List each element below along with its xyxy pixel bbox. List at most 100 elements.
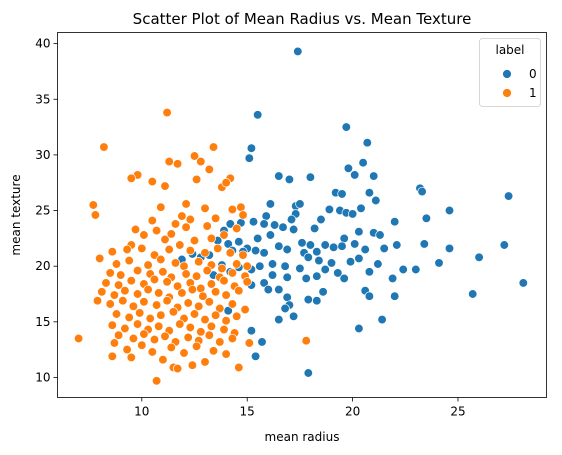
point-label-1-44 bbox=[149, 250, 160, 260]
point-label-0-93 bbox=[267, 259, 278, 269]
point-label-1-43 bbox=[137, 243, 147, 254]
point-label-1-70 bbox=[181, 269, 191, 279]
point-label-0-5 bbox=[244, 153, 254, 163]
point-label-0-56 bbox=[328, 242, 339, 252]
point-label-0-63 bbox=[379, 243, 389, 254]
point-label-0-80 bbox=[326, 258, 337, 268]
point-label-1-82 bbox=[172, 281, 183, 291]
y-tick-label-20: 20 bbox=[35, 259, 50, 273]
point-label-0-27 bbox=[421, 213, 432, 223]
point-label-1-57 bbox=[170, 258, 181, 268]
point-label-1-144 bbox=[160, 331, 170, 341]
point-label-0-8 bbox=[350, 170, 360, 180]
point-label-1-148 bbox=[204, 330, 214, 340]
point-label-1-116 bbox=[111, 309, 122, 319]
point-label-1-130 bbox=[132, 319, 143, 329]
point-label-0-79 bbox=[314, 255, 324, 266]
point-label-1-58 bbox=[179, 261, 189, 271]
point-label-1-138 bbox=[219, 324, 229, 335]
point-label-0-114 bbox=[390, 291, 400, 301]
point-label-0-3 bbox=[362, 138, 372, 148]
point-label-1-161 bbox=[244, 338, 254, 348]
point-label-1-91 bbox=[120, 286, 130, 296]
point-label-0-11 bbox=[284, 174, 295, 185]
point-label-1-77 bbox=[113, 280, 124, 290]
point-label-1-140 bbox=[113, 330, 124, 340]
point-label-1-90 bbox=[109, 290, 120, 300]
point-label-0-43 bbox=[309, 223, 320, 234]
point-label-1-56 bbox=[156, 254, 166, 265]
legend-marker-1 bbox=[502, 88, 512, 98]
point-label-1-11 bbox=[191, 174, 202, 185]
point-label-1-99 bbox=[210, 287, 221, 297]
x-tick-label-15: 15 bbox=[240, 405, 255, 419]
point-label-1-124 bbox=[200, 314, 210, 325]
point-label-1-52 bbox=[95, 253, 105, 264]
point-label-1-27 bbox=[238, 210, 248, 220]
point-label-1-112 bbox=[204, 297, 214, 307]
point-label-0-129 bbox=[257, 337, 267, 347]
point-label-0-102 bbox=[301, 273, 311, 284]
point-label-1-156 bbox=[166, 342, 176, 353]
point-label-1-153 bbox=[122, 344, 132, 355]
point-label-1-113 bbox=[215, 303, 225, 314]
point-label-0-46 bbox=[375, 230, 385, 240]
point-label-1-61 bbox=[217, 263, 227, 274]
point-label-1-129 bbox=[120, 323, 130, 334]
point-label-1-38 bbox=[206, 233, 217, 244]
point-label-1-123 bbox=[189, 309, 200, 319]
point-label-1-103 bbox=[105, 299, 115, 309]
point-label-0-126 bbox=[354, 323, 364, 334]
point-label-1-72 bbox=[202, 265, 212, 276]
point-label-0-57 bbox=[337, 241, 347, 251]
point-label-1-65 bbox=[116, 270, 126, 280]
point-label-1-134 bbox=[175, 319, 185, 329]
point-label-1-71 bbox=[191, 271, 202, 281]
point-label-1-37 bbox=[189, 235, 200, 246]
point-label-1-150 bbox=[227, 333, 238, 344]
point-label-1-167 bbox=[172, 363, 183, 374]
point-label-0-78 bbox=[303, 252, 313, 262]
point-label-0-90 bbox=[320, 264, 330, 275]
point-label-0-127 bbox=[246, 326, 257, 336]
point-label-1-94 bbox=[154, 288, 164, 298]
x-tick-label-20: 20 bbox=[345, 405, 360, 419]
points-layer bbox=[73, 46, 528, 386]
x-tick-label-25: 25 bbox=[450, 405, 465, 419]
point-label-1-97 bbox=[187, 284, 198, 295]
point-label-1-126 bbox=[221, 316, 231, 326]
point-label-0-58 bbox=[350, 239, 360, 249]
point-label-0-122 bbox=[280, 303, 290, 314]
point-label-1-86 bbox=[219, 276, 229, 286]
point-label-0-70 bbox=[250, 245, 261, 256]
point-label-1-66 bbox=[132, 265, 143, 276]
point-label-0-6 bbox=[358, 158, 368, 168]
point-label-1-111 bbox=[194, 301, 204, 311]
point-label-1-155 bbox=[147, 347, 157, 357]
point-label-1-19 bbox=[181, 199, 191, 209]
point-label-0-4 bbox=[246, 143, 257, 153]
point-label-1-16 bbox=[88, 200, 98, 210]
point-label-1-171 bbox=[151, 376, 162, 386]
point-label-1-53 bbox=[111, 259, 122, 269]
point-label-1-107 bbox=[151, 300, 162, 310]
legend-label-1: 1 bbox=[529, 86, 537, 100]
point-label-1-118 bbox=[135, 308, 145, 318]
point-label-1-105 bbox=[128, 301, 139, 311]
point-label-1-96 bbox=[177, 288, 187, 298]
point-label-1-132 bbox=[154, 321, 164, 331]
point-label-0-117 bbox=[282, 292, 292, 302]
point-label-1-125 bbox=[210, 310, 221, 320]
point-label-0-92 bbox=[280, 261, 290, 271]
point-label-0-87 bbox=[474, 252, 484, 262]
point-label-1-24 bbox=[147, 215, 157, 226]
point-label-0-83 bbox=[373, 259, 383, 269]
point-label-0-123 bbox=[274, 314, 284, 325]
y-axis-label: mean texture bbox=[9, 174, 23, 255]
plot-frame bbox=[57, 32, 547, 398]
point-label-0-61 bbox=[499, 240, 509, 250]
point-label-1-89 bbox=[97, 287, 107, 297]
point-label-1-74 bbox=[227, 268, 238, 278]
point-label-1-17 bbox=[90, 210, 101, 220]
point-label-0-88 bbox=[364, 267, 375, 277]
